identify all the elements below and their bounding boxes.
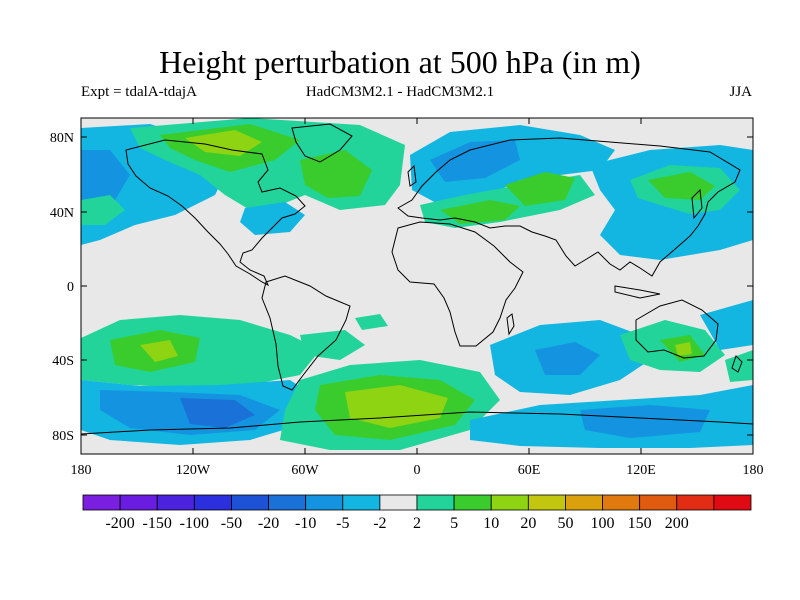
lon-label-180w: 180 — [71, 463, 92, 478]
contour-green-west-pacific — [81, 195, 125, 225]
colorbar-swatch — [639, 494, 678, 511]
coastline-new-zealand — [731, 355, 743, 373]
contour-yellow-south-atlantic — [345, 385, 448, 428]
colorbar-label: -100 — [180, 515, 209, 532]
colorbar-swatch — [416, 494, 455, 511]
colorbar-swatch — [268, 494, 307, 511]
coastlines — [81, 123, 753, 435]
colorbar-swatch — [342, 494, 381, 511]
colorbar-swatch — [231, 494, 269, 511]
coastline-indonesia — [614, 285, 661, 299]
colorbar-swatch — [713, 494, 752, 511]
colorbar-swatch — [193, 494, 232, 511]
experiment-label: Expt = tdalA-tdajA — [81, 84, 197, 100]
plot-title: Height perturbation at 500 hPa (in m) — [159, 44, 641, 80]
coastline-uk — [407, 164, 417, 187]
colorbar-swatch — [305, 494, 344, 511]
contour-yellow-south-pacific — [140, 340, 178, 362]
contour-blue-europe-inner — [430, 140, 520, 182]
lon-label-0: 0 — [414, 463, 421, 478]
colorbar-label: -5 — [336, 515, 349, 532]
contour-lime-mediterranean — [440, 200, 520, 224]
colorbar-label: -20 — [258, 515, 279, 532]
contour-blue-us-east — [240, 202, 305, 235]
coastline-north-america — [125, 139, 306, 287]
contour-green-new-zealand — [725, 350, 753, 382]
contour-yellow-australia — [675, 342, 692, 356]
colorbar-label: 150 — [628, 515, 652, 532]
colorbar-label: -2 — [373, 515, 386, 532]
colorbar: -200 -150 -100 -50 -20 -10 -5 -2 2 5 10 20 50 100 150 2… — [82, 494, 752, 532]
colorbar-swatch — [490, 494, 529, 511]
colorbar-swatch — [565, 494, 603, 511]
coastline-europe-asia — [397, 137, 741, 277]
lon-label-120w: 120W — [176, 463, 211, 478]
colorbar-swatch — [82, 494, 121, 511]
coastline-madagascar — [506, 313, 515, 336]
colorbar-swatch — [527, 494, 566, 511]
lon-label-60e: 60E — [518, 463, 541, 478]
coastline-south-america — [261, 275, 351, 391]
colorbar-label: -10 — [295, 515, 316, 532]
coastline-japan — [691, 188, 703, 220]
contour-lime-japan — [648, 172, 715, 200]
colorbar-label: 50 — [557, 515, 573, 532]
colorbar-label: 5 — [450, 515, 458, 532]
contour-blue-south-west-pacific — [700, 300, 753, 350]
lon-label-180e: 180 — [743, 463, 764, 478]
map-panel — [81, 118, 753, 454]
lat-label-40n: 40N — [50, 206, 74, 221]
lat-label-40s: 40S — [52, 354, 74, 369]
lon-label-120e: 120E — [626, 463, 656, 478]
coastline-africa — [391, 221, 524, 347]
contour-yellow-arctic — [185, 130, 262, 156]
colorbar-label: -150 — [143, 515, 172, 532]
model-label: HadCM3M2.1 - HadCM3M2.1 — [305, 84, 495, 100]
contour-navy-southern-pacific — [180, 398, 255, 428]
colorbar-label: -50 — [221, 515, 242, 532]
contour-blue-europe — [410, 125, 615, 205]
axis-ticks — [80, 118, 754, 454]
colorbar-label: 20 — [520, 515, 536, 532]
colorbar-swatch — [119, 494, 158, 511]
contour-darkblue-southern-indian — [580, 405, 710, 438]
colorbar-label: 10 — [483, 515, 499, 532]
lon-label-60w: 60W — [291, 463, 319, 478]
colorbar-swatch — [453, 494, 492, 511]
coastline-greenland — [291, 123, 353, 163]
contour-green-mid-south-atlantic — [300, 330, 365, 360]
contour-green-patch-south-atlantic — [355, 314, 388, 330]
colorbar-swatch — [156, 494, 195, 511]
colorbar-swatch — [676, 494, 715, 511]
contour-blue-north-pacific-inner — [81, 150, 130, 205]
colorbar-label: 100 — [591, 515, 615, 532]
lat-label-80s: 80S — [52, 429, 74, 444]
colorbar-label: 2 — [413, 515, 421, 532]
contour-darkblue-indian-ocean — [535, 342, 600, 375]
coastline-australia — [635, 299, 719, 359]
lat-label-0: 0 — [67, 280, 74, 295]
coastline-antarctica — [81, 411, 753, 435]
contour-green-atlantic — [300, 150, 372, 198]
colorbar-swatch — [602, 494, 641, 511]
lat-label-80n: 80N — [50, 131, 74, 146]
colorbar-swatch — [379, 494, 418, 511]
contour-lime-central-asia — [505, 172, 575, 206]
colorbar-label: 200 — [665, 515, 689, 532]
season-label: JJA — [729, 84, 752, 100]
colorbar-label: -200 — [105, 515, 134, 532]
